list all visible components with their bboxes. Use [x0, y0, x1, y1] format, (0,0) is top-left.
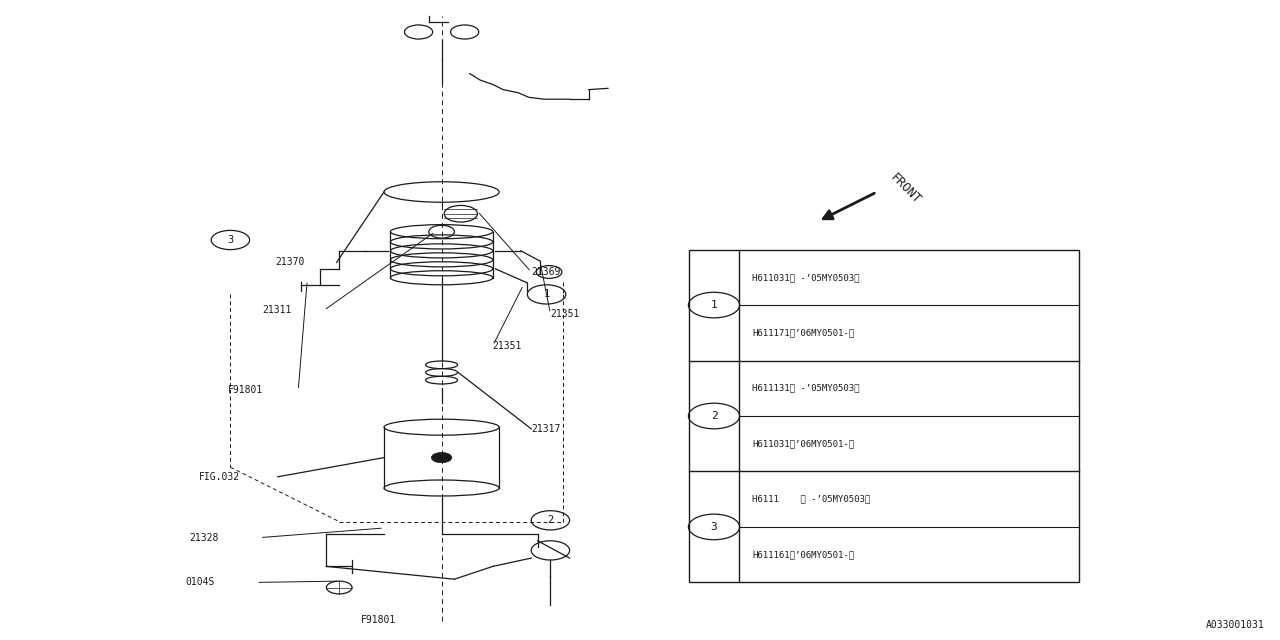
Text: 0104S: 0104S [186, 577, 215, 588]
Text: H611031（ -’05MY0503）: H611031（ -’05MY0503） [753, 273, 860, 282]
Text: FIG.032: FIG.032 [198, 472, 239, 482]
Text: F91801: F91801 [228, 385, 264, 396]
Bar [689, 250, 1079, 582]
Text: FRONT: FRONT [887, 172, 923, 207]
Text: F91801: F91801 [361, 614, 397, 625]
Text: 21317: 21317 [531, 424, 561, 434]
Text: H611171（’06MY0501-）: H611171（’06MY0501-） [753, 328, 854, 337]
Text: 1: 1 [710, 300, 717, 310]
Text: 21328: 21328 [189, 532, 219, 543]
Text: 21370: 21370 [275, 257, 305, 268]
Text: H611031（’06MY0501-）: H611031（’06MY0501-） [753, 439, 854, 448]
Text: 21369: 21369 [531, 267, 561, 277]
Text: H6111    （ -’05MY0503）: H6111 （ -’05MY0503） [753, 495, 870, 504]
Text: 1: 1 [544, 289, 549, 300]
Text: A033001031: A033001031 [1206, 620, 1265, 630]
Text: 21351: 21351 [493, 340, 522, 351]
Circle shape [431, 452, 452, 463]
Text: H611161（’06MY0501-）: H611161（’06MY0501-） [753, 550, 854, 559]
Text: 3: 3 [710, 522, 717, 532]
Text: 2: 2 [548, 515, 553, 525]
Text: 2: 2 [710, 411, 717, 421]
Text: 21351: 21351 [550, 308, 580, 319]
Text: 3: 3 [228, 235, 233, 245]
Text: H611131（ -’05MY0503）: H611131（ -’05MY0503） [753, 384, 860, 393]
Text: 21311: 21311 [262, 305, 292, 316]
